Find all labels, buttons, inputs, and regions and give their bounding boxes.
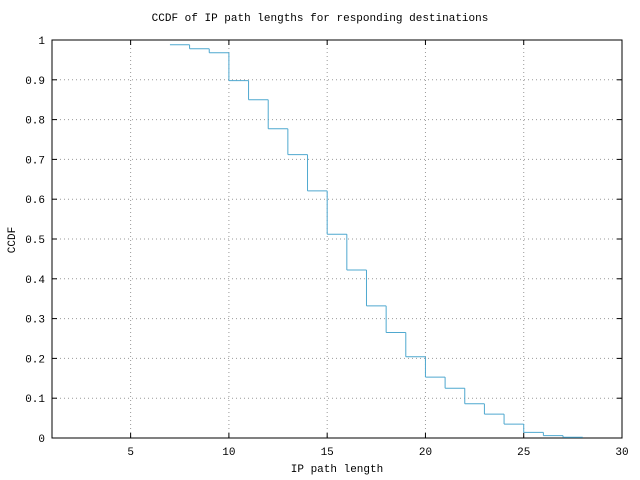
y-tick-label: 0 [38, 434, 45, 446]
chart-title: CCDF of IP path lengths for responding d… [152, 13, 489, 25]
y-tick-label: 0.1 [25, 394, 45, 406]
x-tick-label: 15 [321, 447, 334, 459]
y-tick-label: 0.3 [25, 315, 45, 327]
x-axis-label: IP path length [291, 464, 383, 476]
x-tick-label: 25 [517, 447, 530, 459]
plot-frame [51, 39, 623, 439]
y-tick-label: 1 [38, 36, 45, 48]
x-tick-label: 10 [222, 447, 235, 459]
y-tick-label: 0.5 [25, 235, 45, 247]
y-tick-label: 0.4 [25, 275, 45, 287]
y-tick-label: 0.8 [25, 116, 45, 128]
y-tick-label: 0.2 [25, 354, 45, 366]
x-tick-label: 20 [419, 447, 432, 459]
y-tick-label: 0.7 [25, 155, 45, 167]
x-tick-label: 5 [127, 447, 134, 459]
y-axis-label: CCDF [7, 227, 19, 253]
y-tick-label: 0.9 [25, 76, 45, 88]
y-tick-label: 0.6 [25, 195, 45, 207]
x-tick-label: 30 [615, 447, 628, 459]
